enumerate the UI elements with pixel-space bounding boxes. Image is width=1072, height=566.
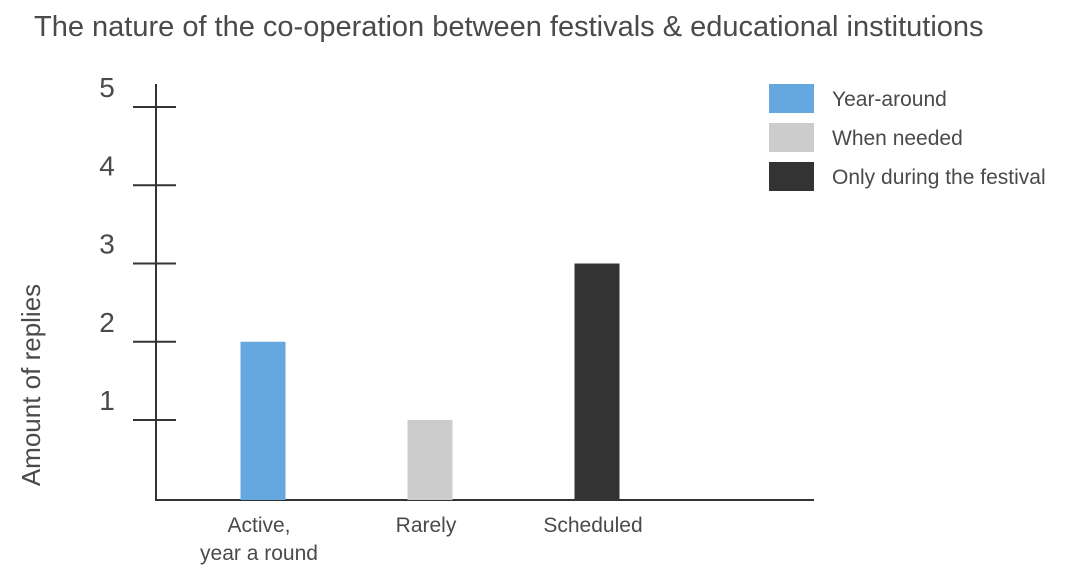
bar: [407, 420, 453, 500]
legend-swatch: [769, 162, 814, 191]
category-labels: Active, year a round Rarely Scheduled: [200, 514, 643, 565]
legend: Year-around When needed Only during the fe…: [769, 84, 1046, 191]
y-ticks: 1 2 3 4 5: [99, 72, 176, 421]
legend-label: When needed: [832, 127, 963, 150]
legend-swatch: [769, 84, 814, 113]
legend-label: Year-around: [832, 88, 947, 111]
legend-label: Only during the festival: [832, 166, 1046, 189]
y-tick-label: 3: [99, 229, 115, 260]
category-label: Scheduled: [543, 514, 642, 537]
y-tick-label: 5: [99, 72, 115, 103]
bar: [240, 341, 286, 500]
y-tick-label: 4: [99, 150, 115, 181]
category-label: Rarely: [396, 514, 457, 537]
y-tick-label: 1: [99, 385, 115, 416]
bar: [574, 263, 620, 500]
bars: [240, 263, 620, 500]
category-label: Active, year a round: [200, 514, 318, 565]
chart-title: The nature of the co-operation between f…: [34, 11, 984, 43]
y-axis-title: Amount of replies: [16, 284, 46, 486]
y-tick-label: 2: [99, 307, 115, 338]
legend-swatch: [769, 123, 814, 152]
